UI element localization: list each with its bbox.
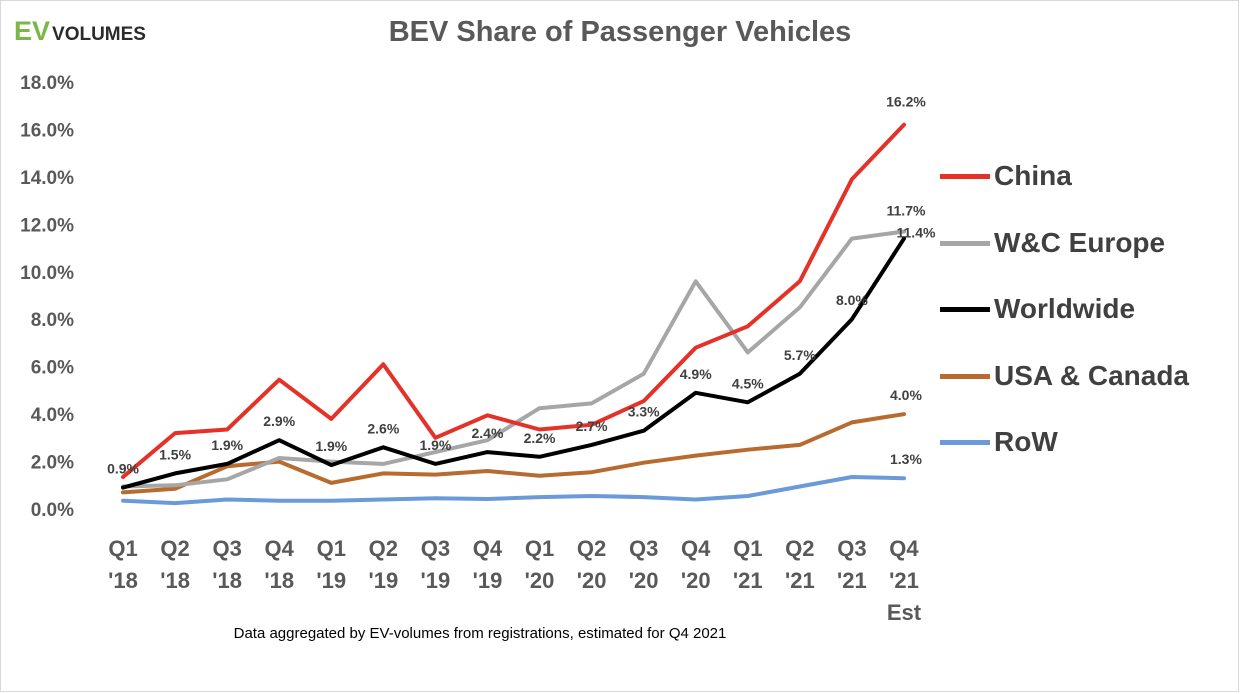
y-tick-label: 14.0% (20, 168, 74, 189)
x-tick-label: Q3 (629, 536, 658, 561)
y-tick-label: 12.0% (20, 215, 74, 236)
y-tick-label: 18.0% (20, 73, 74, 94)
legend-label-usa-canada: USA & Canada (994, 360, 1190, 391)
data-label-worldwide: 4.9% (680, 366, 712, 382)
data-label-worldwide: 2.4% (472, 425, 504, 441)
logo-ev-text: EV (14, 16, 51, 46)
data-label-worldwide: 8.0% (836, 292, 868, 308)
data-label-worldwide: 5.7% (784, 347, 816, 363)
logo-volumes-text: VOLUMES (52, 24, 146, 45)
x-tick-label: '20 (681, 568, 711, 593)
x-tick-label: Q3 (421, 536, 450, 561)
x-tick-label: '19 (421, 568, 451, 593)
ev-volumes-logo: EV VOLUMES (14, 16, 146, 47)
y-tick-label: 2.0% (31, 453, 74, 474)
x-tick-label: Q4 (473, 536, 503, 561)
x-tick-label: '21 (733, 568, 763, 593)
x-tick-label: '20 (629, 568, 659, 593)
data-label-worldwide: 2.7% (576, 418, 608, 434)
legend-swatch-wc-europe (940, 240, 990, 246)
x-tick-label: Q2 (577, 536, 606, 561)
x-tick-label: '20 (577, 568, 607, 593)
x-tick-label: Q4 (889, 536, 919, 561)
data-label-worldwide: 1.5% (159, 446, 191, 462)
y-tick-label: 8.0% (31, 310, 74, 331)
data-label-row: 1.3% (890, 451, 922, 467)
data-label-worldwide: 2.2% (524, 430, 556, 446)
x-tick-label: Q4 (681, 536, 711, 561)
x-tick-label: Q2 (785, 536, 814, 561)
x-tick-label: Q3 (837, 536, 866, 561)
x-tick-label: '18 (212, 568, 242, 593)
x-tick-label: Q2 (369, 536, 398, 561)
x-tick-label: Q4 (265, 536, 295, 561)
x-tick-label: Q3 (212, 536, 241, 561)
legend-item-row: RoW (940, 426, 1058, 458)
y-tick-label: 0.0% (31, 500, 74, 521)
chart-title: BEV Share of Passenger Vehicles (388, 16, 852, 48)
series-line-usa-canada (121, 412, 906, 495)
data-label-usa-canada: 4.0% (890, 387, 922, 403)
data-label-worldwide: 3.3% (628, 404, 660, 420)
data-label-worldwide: 4.5% (732, 375, 764, 391)
series-line-row (121, 475, 906, 506)
legend-label-worldwide: Worldwide (994, 293, 1136, 324)
x-tick-label: '21 (837, 568, 867, 593)
legend-swatch-worldwide (940, 306, 990, 312)
legend-item-worldwide: Worldwide (940, 293, 1135, 325)
data-label-worldwide: 2.6% (367, 420, 399, 436)
x-tick-label: '18 (108, 568, 138, 593)
x-tick-label: Q1 (317, 536, 346, 561)
data-label-worldwide: 1.9% (419, 437, 451, 453)
legend-label-wc-europe: W&C Europe (994, 227, 1166, 258)
footnote: Data aggregated by EV-volumes from regis… (233, 625, 727, 642)
x-tick-label: '19 (316, 568, 346, 593)
x-tick-label: '21 (889, 568, 919, 593)
data-label-worldwide: 1.9% (315, 438, 347, 454)
y-tick-label: 10.0% (20, 263, 74, 284)
data-label-worldwide: 0.9% (107, 461, 139, 477)
x-tick-label: Q1 (733, 536, 762, 561)
y-tick-label: 16.0% (20, 120, 74, 141)
series-line-china (121, 122, 906, 479)
x-tick-label: '21 (785, 568, 815, 593)
x-tick-label: '18 (264, 568, 294, 593)
legend-swatch-row (940, 439, 990, 445)
x-tick-label: '19 (473, 568, 503, 593)
legend-swatch-usa-canada (940, 373, 990, 379)
data-label-worldwide: 11.4% (897, 225, 936, 241)
data-label-worldwide: 2.9% (263, 413, 295, 429)
x-tick-label: '20 (525, 568, 555, 593)
data-label-china: 16.2% (886, 94, 926, 110)
legend-label-row: RoW (994, 426, 1058, 457)
x-tick-label: '18 (160, 568, 190, 593)
legend-item-china: China (940, 160, 1072, 192)
legend-item-usa-canada: USA & Canada (940, 360, 1189, 392)
legend-swatch-china (940, 173, 990, 179)
y-tick-label: 6.0% (31, 358, 74, 379)
legend-label-china: China (994, 160, 1072, 191)
x-tick-label: Q1 (525, 536, 554, 561)
data-label-w-c-europe: 11.7% (887, 202, 926, 218)
data-label-worldwide: 1.9% (211, 437, 243, 453)
x-tick-label: Q2 (160, 536, 189, 561)
legend-item-wc-europe: W&C Europe (940, 227, 1165, 259)
series-line-worldwide (121, 236, 906, 490)
x-tick-label: Est (887, 600, 922, 625)
y-tick-label: 4.0% (31, 405, 74, 426)
x-tick-label: '19 (368, 568, 398, 593)
x-tick-label: Q1 (108, 536, 137, 561)
